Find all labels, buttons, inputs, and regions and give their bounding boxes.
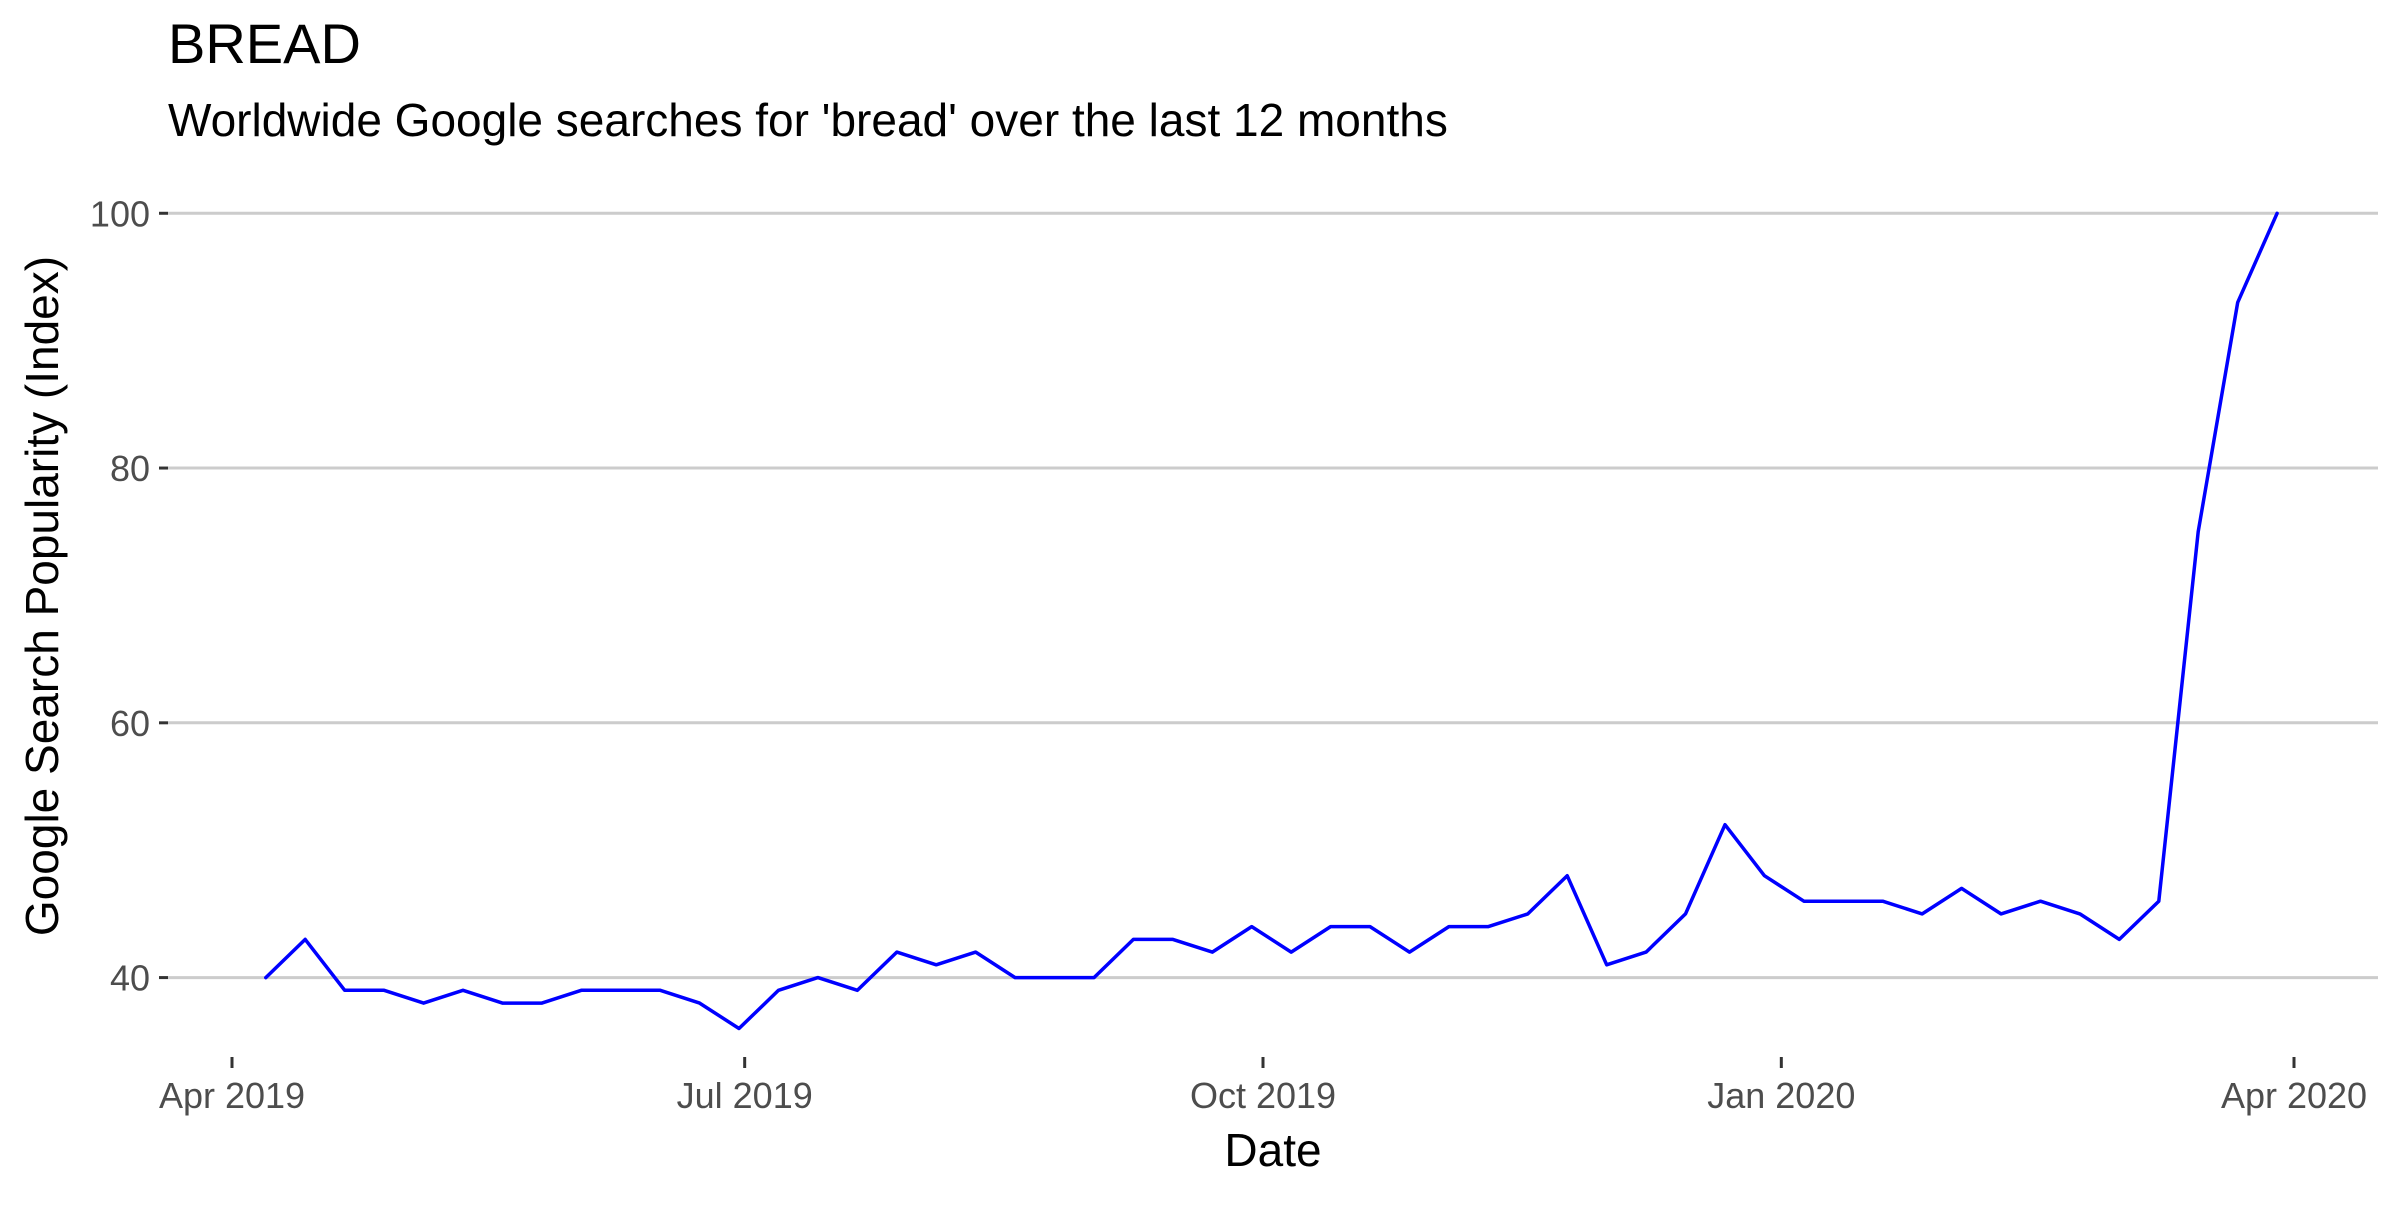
data-point [1486, 925, 1490, 929]
data-point [2039, 899, 2043, 903]
x-tick-label-2019-04-01: Apr 2019 [159, 1075, 305, 1116]
data-point [737, 1027, 741, 1031]
data-point [1368, 925, 1372, 929]
data-point [2196, 530, 2200, 534]
data-point [461, 988, 465, 992]
data-point [2117, 937, 2121, 941]
y-axis-title: Google Search Popularity (Index) [16, 256, 68, 936]
data-point [1053, 976, 1057, 980]
data-point [1762, 874, 1766, 878]
data-point [303, 937, 307, 941]
data-point [1605, 963, 1609, 967]
data-point [2275, 211, 2279, 215]
data-point [1013, 976, 1017, 980]
data-point [422, 1001, 426, 1005]
data-point [1999, 912, 2003, 916]
data-point [1960, 886, 1964, 890]
data-point [855, 988, 859, 992]
series-line-0 [264, 211, 2279, 1031]
y-tick-label-80: 80 [110, 448, 150, 489]
x-axis: Apr 2019 Jul 2019 Oct 2019 Jan 2020 Apr 2020 [159, 1057, 2367, 1116]
gridlines [168, 211, 2378, 980]
data-point [1920, 912, 1924, 916]
data-point [658, 988, 662, 992]
data-point [1408, 950, 1412, 954]
x-axis-title: Date [1224, 1124, 1321, 1176]
y-tick-label-40: 40 [110, 958, 150, 999]
data-point [1526, 912, 1530, 916]
chart-subtitle: Worldwide Google searches for 'bread' ov… [168, 94, 1448, 146]
series-points-0 [264, 211, 2279, 1030]
data-point [1210, 950, 1214, 954]
data-point [500, 1001, 504, 1005]
data-point [2157, 899, 2161, 903]
x-tick-label-2020-04-01: Apr 2020 [2221, 1075, 2367, 1116]
chart-title: BREAD [168, 12, 361, 75]
data-point [1250, 925, 1254, 929]
data-point [895, 950, 899, 954]
data-point [2078, 912, 2082, 916]
series-layer [264, 211, 2279, 1031]
data-point [1881, 899, 1885, 903]
data-point [540, 1001, 544, 1005]
y-tick-label-60: 60 [110, 703, 150, 744]
data-point [1644, 950, 1648, 954]
data-point [777, 988, 781, 992]
y-axis: 40 60 80 100 [90, 193, 168, 999]
data-point [1092, 976, 1096, 980]
data-point [974, 950, 978, 954]
x-tick-label-2019-10-01: Oct 2019 [1190, 1075, 1336, 1116]
data-point [2236, 300, 2240, 304]
data-point [1802, 899, 1806, 903]
y-tick-label-100: 100 [90, 193, 150, 234]
data-point [698, 1001, 702, 1005]
data-point [1565, 874, 1569, 878]
data-point [579, 988, 583, 992]
data-point [1171, 937, 1175, 941]
data-point [264, 976, 268, 980]
data-point [934, 963, 938, 967]
data-point [1131, 937, 1135, 941]
data-point [343, 988, 347, 992]
data-point [1447, 925, 1451, 929]
data-point [1841, 899, 1845, 903]
x-tick-label-2019-07-01: Jul 2019 [677, 1075, 813, 1116]
data-point [816, 976, 820, 980]
data-point [1684, 912, 1688, 916]
x-tick-label-2020-01-01: Jan 2020 [1707, 1075, 1855, 1116]
data-point [1723, 823, 1727, 827]
data-point [1329, 925, 1333, 929]
data-point [382, 988, 386, 992]
data-point [619, 988, 623, 992]
data-point [1289, 950, 1293, 954]
